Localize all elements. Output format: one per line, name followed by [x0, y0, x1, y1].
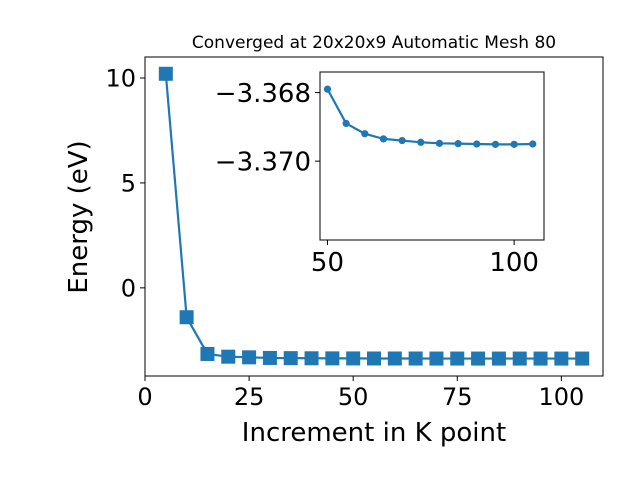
inset-data-point — [435, 139, 444, 147]
inset-data-point — [510, 140, 518, 148]
inset-y-tick-label: −3.370 — [215, 148, 311, 178]
main-data-point — [221, 349, 236, 364]
x-axis-label: Increment in K point — [242, 418, 506, 448]
main-x-tick-label: 50 — [338, 383, 369, 411]
main-y-tick-label: 10 — [105, 65, 136, 93]
inset-data-point — [342, 119, 350, 128]
main-data-point — [387, 351, 402, 366]
inset-plot: 50 100 −3.370 −3.368 — [215, 71, 545, 278]
inset-data-point — [323, 85, 332, 93]
main-data-point — [429, 351, 444, 366]
main-data-point — [491, 351, 506, 366]
main-data-point — [242, 350, 257, 365]
y-axis-label: Energy (eV) — [64, 140, 94, 293]
inset-x-tick-label: 100 — [489, 248, 539, 278]
main-data-point — [304, 351, 319, 366]
main-data-point — [367, 351, 381, 366]
main-plot: 0 25 50 75 100 0 5 10 — [105, 56, 604, 411]
inset-y-tick-label: −3.368 — [215, 79, 311, 109]
inset-frame — [319, 71, 545, 241]
main-y-tick-label: 0 — [121, 274, 136, 302]
main-x-tick-label: 0 — [137, 383, 152, 411]
inset-data-point — [361, 130, 369, 138]
main-y-tick-label: 5 — [121, 170, 136, 198]
inset-data-point — [491, 140, 500, 148]
main-frame — [144, 56, 604, 377]
main-data-point — [554, 351, 569, 366]
main-data-point — [512, 351, 527, 366]
main-data-point — [575, 351, 590, 366]
inset-data-point — [398, 136, 406, 145]
main-data-point — [408, 351, 423, 366]
inset-x-tick-label: 50 — [311, 248, 344, 278]
inset-data-point — [379, 135, 388, 143]
main-data-point — [325, 351, 340, 366]
main-x-tick-label: 75 — [442, 383, 473, 411]
main-data-point — [158, 66, 173, 81]
main-data-point — [179, 310, 194, 325]
main-x-tick-label: 100 — [538, 383, 584, 411]
main-data-point — [200, 346, 215, 361]
inset-data-point — [417, 138, 425, 146]
main-data-point — [262, 350, 277, 365]
chart-title: Converged at 20x20x9 Automatic Mesh 80 — [192, 33, 556, 53]
main-data-point — [450, 351, 465, 366]
main-x-tick-label: 25 — [234, 383, 265, 411]
main-data-point — [471, 351, 486, 366]
main-data-point — [283, 351, 298, 366]
main-data-point — [346, 351, 361, 366]
inset-data-point — [529, 140, 537, 148]
main-data-point — [533, 351, 548, 366]
inset-data-point — [473, 140, 481, 148]
inset-data-point — [454, 140, 462, 148]
